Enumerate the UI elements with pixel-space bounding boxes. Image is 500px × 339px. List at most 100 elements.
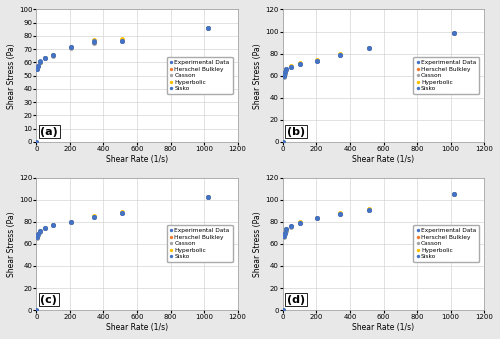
Point (32, 307, 40, 313)
Point (34, 232, 42, 238)
Point (313, 58, 321, 63)
Point (282, 227, 290, 232)
Point (282, 228, 290, 233)
Point (280, 233, 288, 239)
Point (66, 44, 74, 49)
Point (280, 70, 288, 75)
Point (450, 30, 458, 35)
Point (364, 206, 372, 212)
Point (280, 70, 288, 75)
Point (33, 236, 41, 241)
Point (41, 55, 49, 61)
Point (36, 58, 44, 64)
Point (50, 222, 58, 228)
Point (450, 192, 458, 197)
Point (50, 52, 58, 57)
Y-axis label: Shear Stress (Pa): Shear Stress (Pa) (254, 211, 262, 277)
Point (204, 25, 212, 31)
Point (313, 216, 321, 221)
Point (296, 220, 304, 225)
Point (280, 73, 288, 78)
Point (279, 139, 287, 145)
Point (90, 215, 98, 220)
Point (204, 195, 212, 200)
Point (36, 228, 44, 233)
Point (280, 230, 288, 236)
Point (41, 56, 49, 61)
Point (32, 307, 40, 313)
Point (280, 233, 288, 239)
Point (282, 227, 290, 232)
Point (450, 30, 458, 35)
Point (41, 56, 49, 61)
Point (33, 66, 41, 71)
Point (282, 66, 290, 72)
Point (364, 45, 372, 51)
Point (66, 44, 74, 49)
Point (336, 52, 344, 57)
Point (36, 60, 44, 65)
Point (118, 210, 126, 216)
Point (288, 224, 296, 230)
Point (280, 231, 288, 237)
Point (296, 61, 304, 66)
Legend: Experimental Data, Herschel Bulkley, Casson, Hyperbolic, Sisko: Experimental Data, Herschel Bulkley, Cas… (414, 57, 479, 94)
Point (36, 229, 44, 234)
Point (36, 60, 44, 65)
Point (280, 73, 288, 78)
Point (66, 219, 74, 224)
Point (288, 223, 296, 229)
Point (50, 53, 58, 59)
Point (204, 25, 212, 31)
Point (66, 44, 74, 50)
Point (41, 56, 49, 61)
Point (33, 235, 41, 240)
Legend: Experimental Data, Herschel Bulkley, Casson, Hyperbolic, Sisko: Experimental Data, Herschel Bulkley, Cas… (167, 225, 232, 262)
Legend: Experimental Data, Herschel Bulkley, Casson, Hyperbolic, Sisko: Experimental Data, Herschel Bulkley, Cas… (414, 225, 479, 262)
Point (279, 307, 287, 313)
Point (296, 61, 304, 66)
Point (41, 226, 49, 231)
Point (34, 231, 42, 237)
Point (280, 71, 288, 76)
Point (288, 64, 296, 69)
Point (36, 60, 44, 65)
Point (34, 64, 42, 69)
Point (90, 215, 98, 220)
Y-axis label: Shear Stress (Pa): Shear Stress (Pa) (7, 211, 16, 277)
Point (282, 66, 290, 72)
Point (313, 59, 321, 64)
Point (50, 222, 58, 228)
Point (66, 44, 74, 50)
Point (33, 66, 41, 72)
Point (296, 220, 304, 225)
Point (32, 139, 40, 145)
Point (336, 52, 344, 57)
Point (279, 307, 287, 313)
Point (41, 56, 49, 61)
Point (313, 59, 321, 64)
Point (50, 53, 58, 58)
Point (336, 211, 344, 217)
Point (280, 235, 288, 240)
Point (90, 215, 98, 220)
Point (32, 307, 40, 313)
Point (364, 45, 372, 51)
Point (36, 60, 44, 65)
Point (280, 233, 288, 239)
Point (66, 219, 74, 224)
Point (66, 219, 74, 224)
Point (34, 231, 42, 237)
Point (336, 52, 344, 57)
Point (296, 220, 304, 225)
Point (32, 139, 40, 145)
Point (50, 222, 58, 228)
Point (296, 61, 304, 66)
Point (280, 73, 288, 78)
Point (450, 192, 458, 197)
X-axis label: Shear Rate (1/s): Shear Rate (1/s) (106, 323, 168, 332)
Point (33, 66, 41, 72)
Point (279, 139, 287, 145)
Point (296, 220, 304, 225)
Point (336, 210, 344, 216)
